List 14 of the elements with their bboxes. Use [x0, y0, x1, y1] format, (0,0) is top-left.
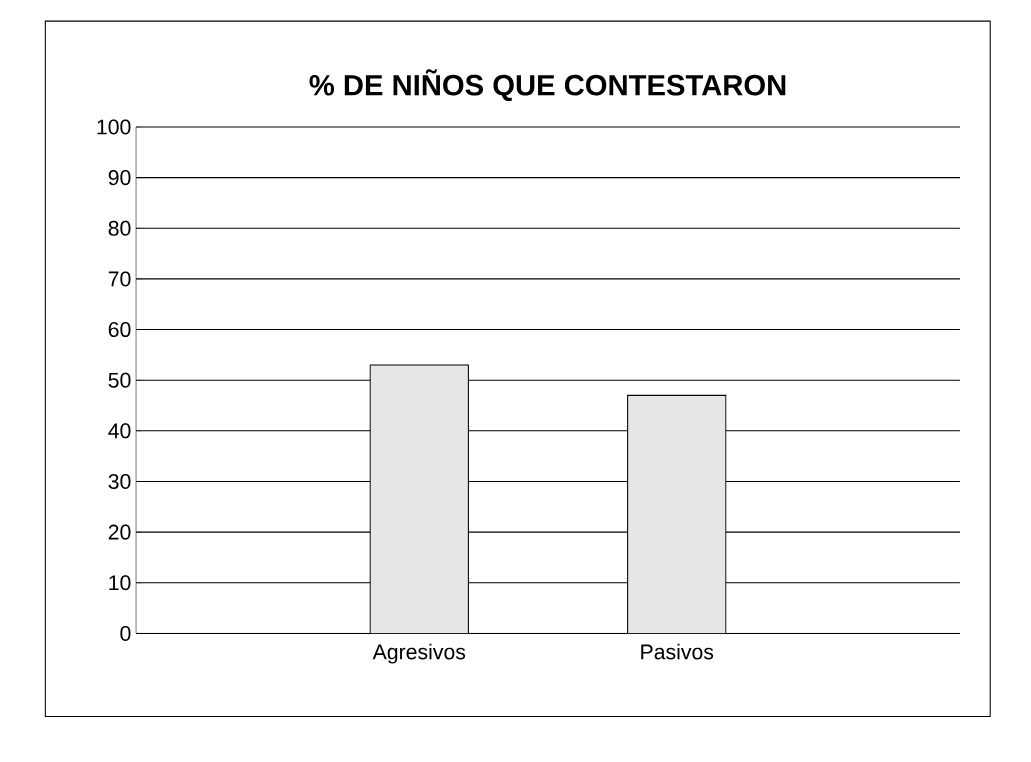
y-tick-label: 100: [97, 119, 131, 135]
y-tick-label: 40: [108, 423, 131, 439]
y-tick-label: 60: [108, 322, 131, 338]
y-tick-label: 20: [108, 524, 131, 540]
y-tick-label: 80: [108, 220, 131, 236]
y-tick-label: 70: [108, 271, 131, 287]
y-tick-label: 10: [109, 575, 131, 591]
y-tick-label: 30: [108, 474, 131, 490]
chart-title: % DE NIÑOS QUE CONTESTARON: [309, 69, 786, 102]
y-tick-label: 90: [108, 170, 131, 186]
y-tick-label: 50: [108, 372, 131, 388]
y-tick-label: 0: [120, 625, 131, 641]
x-tick-label: Agresivos: [372, 643, 466, 664]
x-tick-label: Pasivos: [641, 643, 714, 660]
